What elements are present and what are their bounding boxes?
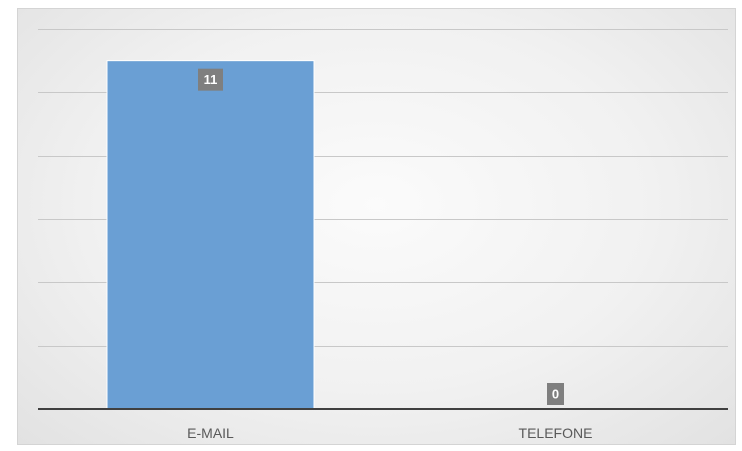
data-label-text: 0 <box>552 387 559 402</box>
bars <box>106 60 315 410</box>
category-label-telefone: TELEFONE <box>519 425 593 441</box>
bar-e-mail <box>106 60 315 410</box>
data-label-telefone: 0 <box>547 383 564 405</box>
data-label-e-mail: 11 <box>198 68 223 91</box>
category-label-e-mail: E-MAIL <box>187 425 234 441</box>
category-labels: E-MAIL TELEFONE <box>187 425 592 441</box>
data-label-box <box>198 68 223 91</box>
data-labels: 11 0 <box>198 68 564 405</box>
data-label-text: 11 <box>204 72 218 87</box>
data-label-box <box>547 383 564 405</box>
